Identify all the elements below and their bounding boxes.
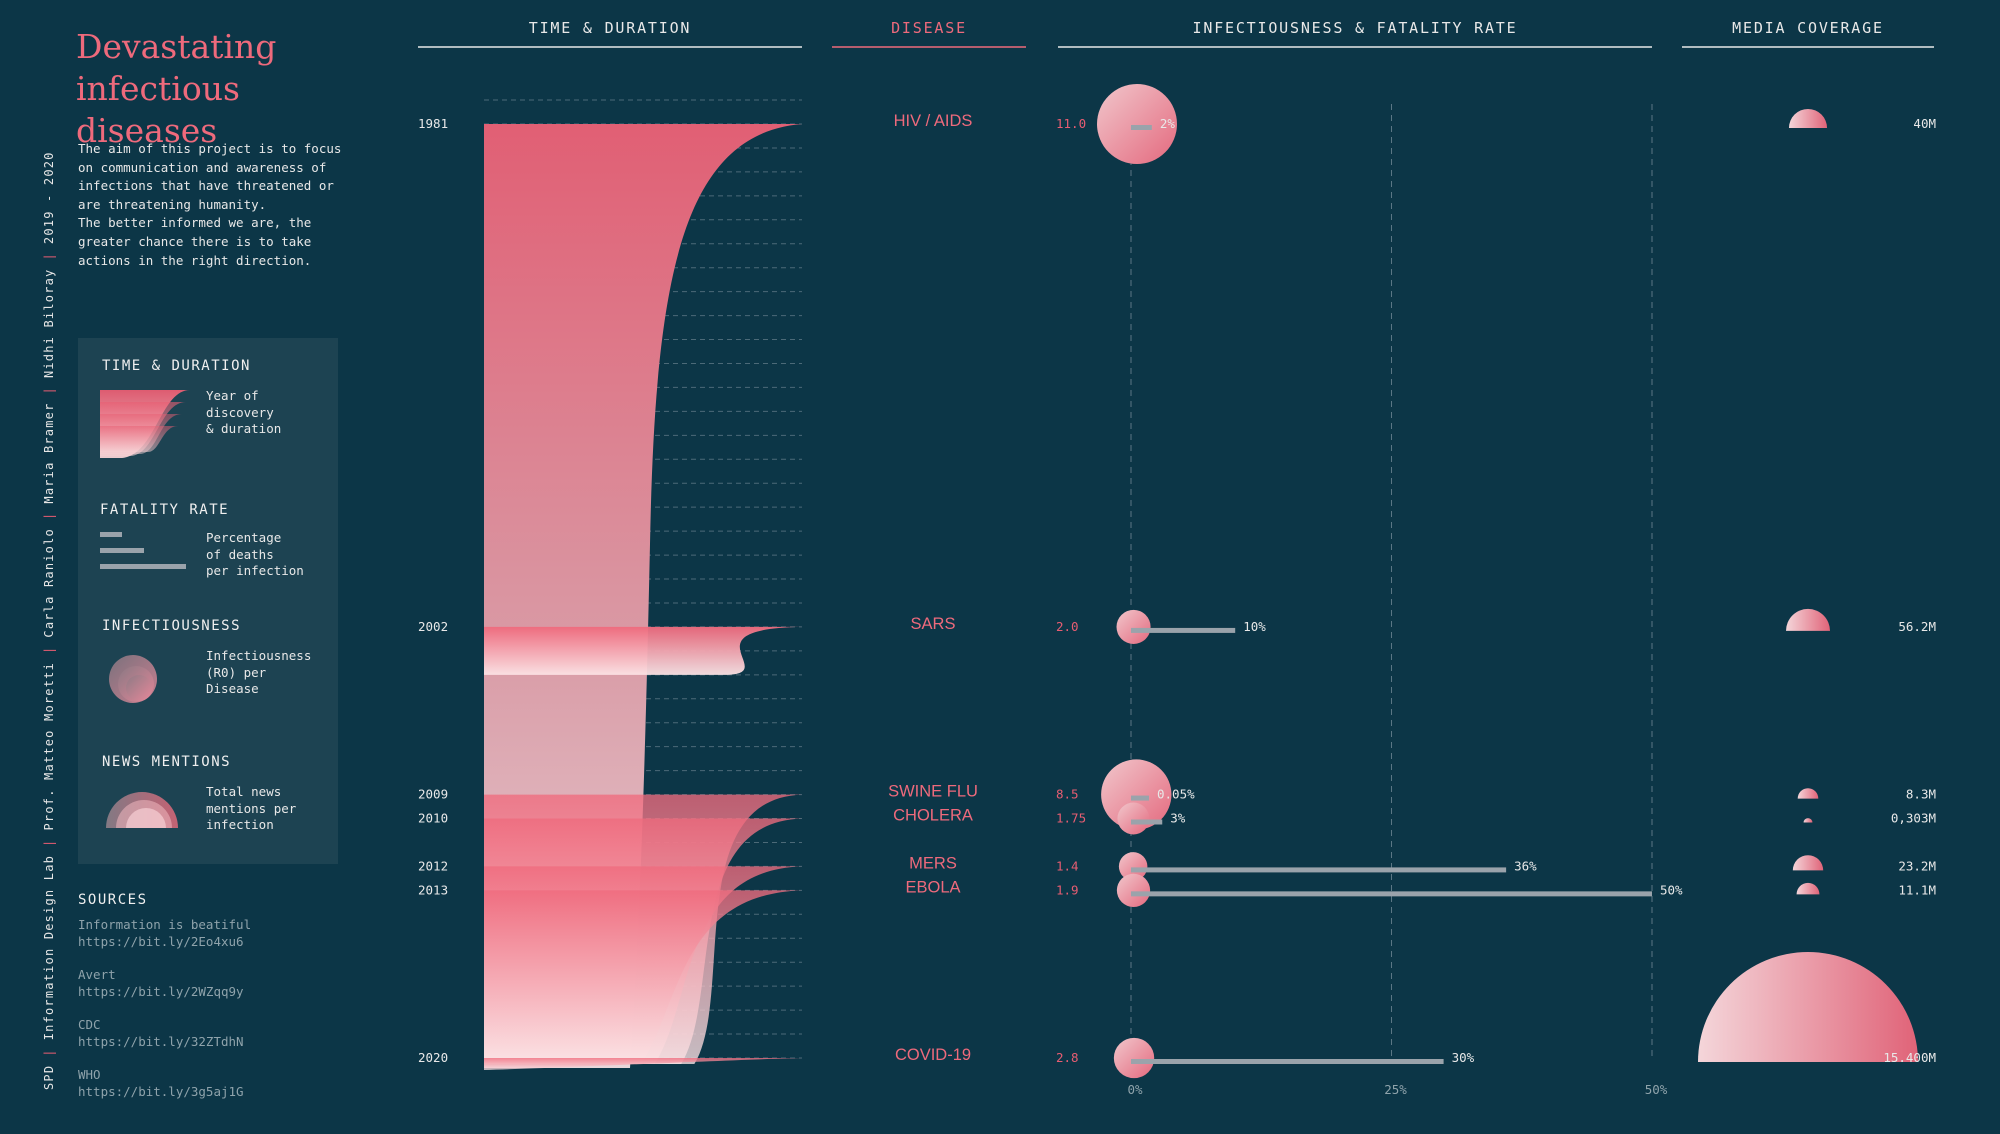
media-label: 23.2M	[1898, 858, 1936, 873]
legend-news-text: Total news mentions per infection	[206, 784, 297, 832]
column-header: INFECTIOUSNESS & FATALITY RATE	[1193, 19, 1518, 37]
legend-infectiousness-text: Infectiousness (R0) per Disease	[206, 648, 312, 696]
legend-fatality-text: Percentage of deaths per infection	[206, 530, 304, 578]
media-dome	[1788, 108, 1828, 128]
fatality-label: 50%	[1660, 882, 1683, 897]
fatality-label: 30%	[1452, 1050, 1475, 1065]
infectiousness-bubble	[1117, 802, 1150, 835]
media-label: 15.400M	[1883, 1050, 1936, 1065]
infectiousness-bubble	[1118, 852, 1148, 881]
year-label: 2009	[418, 787, 448, 802]
r0-label: 1.4	[1056, 858, 1079, 873]
column-header: TIME & DURATION	[529, 19, 691, 37]
r0-label: 11.0	[1056, 116, 1086, 131]
infectiousness-bubble	[1101, 759, 1172, 830]
year-label: 2012	[418, 858, 448, 873]
source-item[interactable]: Information is beatiful https://bit.ly/2…	[78, 917, 252, 949]
year-label: 2002	[418, 619, 448, 634]
fatality-label: 10%	[1243, 619, 1266, 634]
infectiousness-bubble	[1113, 1037, 1155, 1079]
fatality-bar	[1131, 891, 1652, 897]
fatality-bar	[1131, 627, 1236, 633]
fatality-label: 2%	[1160, 116, 1176, 131]
duration-band	[484, 626, 802, 675]
legend-panel: TIME & DURATION Year of discovery & dura…	[78, 338, 338, 864]
media-dome	[1786, 608, 1830, 631]
disease-rows: 1981 HIV / AIDS 11.0 2% 40M 2002 SARS 2.0 10% 56.…	[418, 84, 1936, 1079]
media-label: 40M	[1913, 116, 1936, 131]
disease-label: COVID-19	[895, 1046, 971, 1064]
page-title: Devastating infectious diseases	[76, 27, 277, 150]
legend-infectiousness-icon	[109, 655, 157, 703]
disease-label: HIV / AIDS	[894, 112, 973, 130]
duration-band	[484, 1058, 802, 1070]
source-item[interactable]: Avert https://bit.ly/2WZqq9y	[78, 967, 244, 999]
legend-news-icon	[106, 792, 178, 828]
r0-label: 2.0	[1056, 619, 1079, 634]
fatality-bar	[1131, 867, 1507, 873]
fatality-bar	[1131, 795, 1149, 801]
media-dome	[1803, 818, 1813, 823]
r0-label: 2.8	[1056, 1050, 1079, 1065]
fatality-label: 0.05%	[1157, 787, 1195, 802]
year-label: 2013	[418, 882, 448, 897]
disease-label: CHOLERA	[893, 807, 973, 825]
r0-label: 1.75	[1056, 811, 1086, 826]
fatality-bar	[1131, 125, 1152, 130]
disease-label: MERS	[909, 854, 957, 872]
fatality-axis: 0% 25% 50%	[1127, 1082, 1667, 1097]
year-label: 2020	[418, 1050, 448, 1065]
media-dome	[1796, 882, 1820, 895]
r0-label: 1.9	[1056, 882, 1079, 897]
legend-fatality-heading: FATALITY RATE	[100, 502, 230, 518]
media-label: 56.2M	[1898, 619, 1936, 634]
fatality-tick-label: 25%	[1384, 1082, 1407, 1097]
fatality-tick-label: 50%	[1645, 1082, 1668, 1097]
fatality-label: 36%	[1514, 858, 1537, 873]
sources-heading: SOURCES	[78, 892, 148, 908]
duration-band	[484, 890, 802, 1064]
duration-bands	[484, 124, 802, 1070]
legend-time-text: Year of discovery & duration	[206, 388, 282, 436]
disease-label: SARS	[911, 615, 956, 633]
source-item[interactable]: WHO https://bit.ly/3g5aj1G	[78, 1067, 244, 1099]
infectiousness-bubble	[1116, 609, 1151, 644]
legend-news-heading: NEWS MENTIONS	[102, 754, 232, 770]
media-dome	[1797, 788, 1819, 799]
legend-infectiousness-heading: INFECTIOUSNESS	[102, 618, 242, 634]
infectiousness-bubble	[1097, 84, 1177, 164]
legend-time-icon	[100, 390, 190, 458]
disease-label: SWINE FLU	[888, 783, 978, 801]
intro-text: The aim of this project is to focus on c…	[78, 141, 342, 268]
fatality-tick-label: 0%	[1127, 1082, 1143, 1097]
media-label: 11.1M	[1898, 882, 1936, 897]
legend-fatality-icon	[100, 532, 186, 569]
sources-list: Information is beatiful https://bit.ly/2…	[78, 916, 358, 1100]
media-dome	[1792, 855, 1824, 871]
sources-section: SOURCES Information is beatiful https://…	[78, 892, 358, 1116]
column-headers: TIME & DURATION DISEASE INFECTIOUSNESS & F…	[418, 19, 1934, 48]
year-label: 1981	[418, 116, 448, 131]
media-label: 8.3M	[1906, 787, 1936, 802]
fatality-bar	[1131, 819, 1163, 825]
r0-label: 8.5	[1056, 787, 1079, 802]
source-item[interactable]: CDC https://bit.ly/32ZTdhN	[78, 1017, 244, 1049]
media-dome	[1698, 952, 1918, 1062]
media-label: 0,303M	[1891, 811, 1936, 826]
column-header: DISEASE	[891, 19, 967, 37]
year-label: 2010	[418, 811, 448, 826]
disease-label: EBOLA	[905, 878, 960, 896]
fatality-label: 3%	[1170, 811, 1186, 826]
fatality-bar	[1131, 1059, 1444, 1064]
legend-time-heading: TIME & DURATION	[102, 358, 251, 374]
column-header: MEDIA COVERAGE	[1732, 19, 1884, 37]
infectiousness-bubble	[1116, 873, 1151, 907]
